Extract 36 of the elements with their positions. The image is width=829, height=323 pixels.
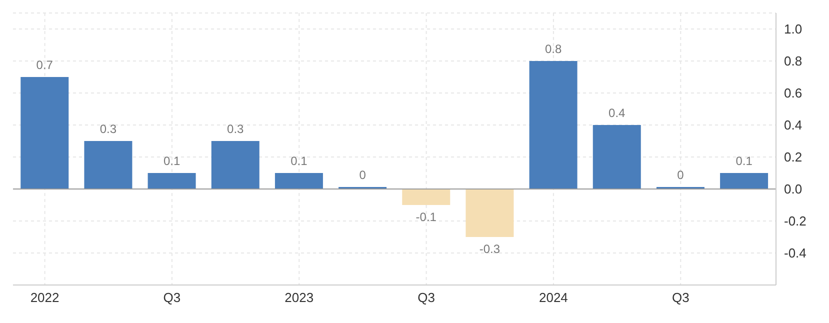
bar (84, 141, 132, 189)
x-tick-label: Q3 (418, 290, 435, 306)
bar (592, 125, 641, 189)
data-label: 0 (359, 168, 366, 182)
y-tick-label: 0.4 (784, 118, 802, 133)
data-label: 0.8 (544, 42, 562, 56)
x-tick-label: 2023 (284, 290, 314, 306)
bar (211, 141, 260, 189)
y-tick-label: 0.2 (784, 150, 802, 165)
y-tick-label: 0.8 (784, 54, 802, 69)
y-tick-label: 0.0 (784, 182, 802, 197)
data-label: 0.3 (100, 122, 117, 136)
x-tick-label: 2022 (30, 290, 60, 306)
data-label: 0.1 (163, 154, 180, 168)
x-tick-label: Q3 (163, 290, 181, 306)
bar (20, 77, 69, 189)
y-tick-label: -0.4 (784, 246, 806, 261)
bar (720, 173, 768, 189)
data-label: 0.1 (290, 154, 308, 168)
data-label: 0.4 (608, 106, 626, 120)
data-label: 0.1 (736, 154, 753, 168)
x-tick-label: Q3 (672, 290, 690, 306)
data-label: 0.7 (36, 58, 54, 72)
data-label: 0.3 (227, 122, 244, 136)
bar (466, 189, 514, 237)
data-label: -0.3 (479, 242, 500, 256)
data-label: 0 (677, 168, 684, 182)
bar (529, 61, 578, 189)
data-label: -0.1 (416, 210, 437, 224)
x-tick-label: 2024 (538, 290, 568, 306)
y-tick-label: -0.2 (784, 214, 806, 229)
bar (402, 189, 450, 205)
y-tick-label: 1.0 (784, 22, 802, 37)
y-tick-label: 0.6 (784, 86, 802, 101)
bar (148, 173, 196, 189)
bar (274, 173, 323, 189)
